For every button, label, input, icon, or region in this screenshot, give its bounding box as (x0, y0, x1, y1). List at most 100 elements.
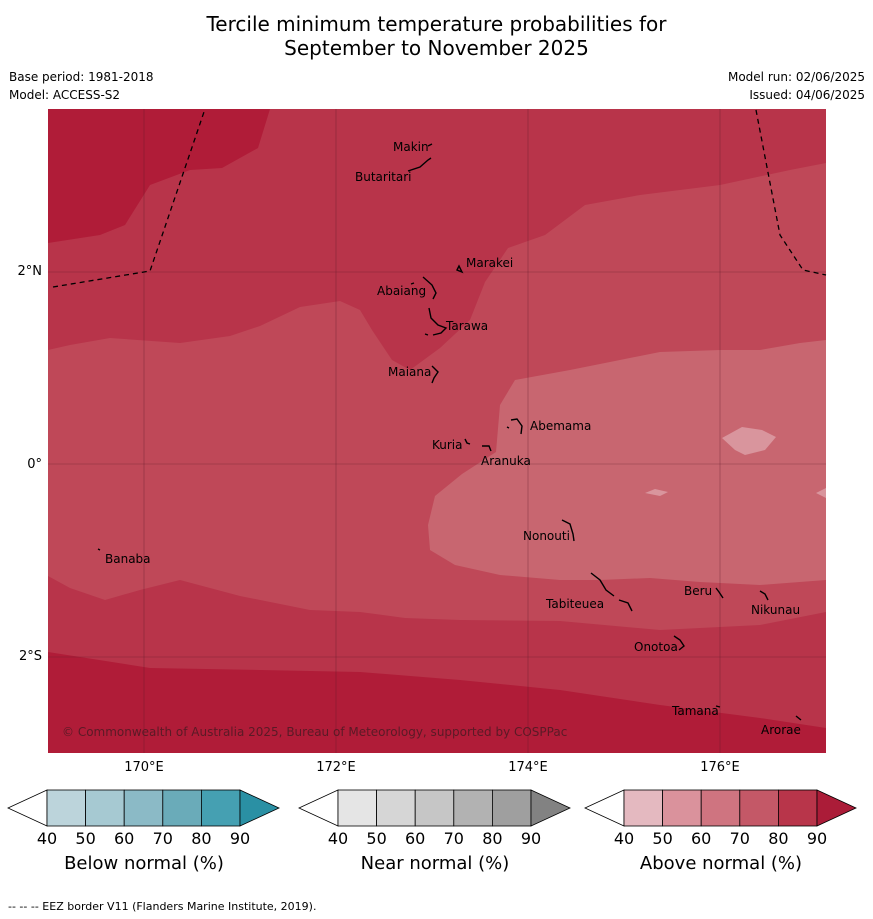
label-arorae: Arorae (761, 723, 801, 737)
label-aranuka: Aranuka (481, 454, 531, 468)
label-beru: Beru (684, 584, 712, 598)
colorbar-tick-label: 80 (768, 829, 789, 848)
colorbar-segment (46, 789, 86, 827)
colorbar-tick-label: 40 (327, 829, 349, 848)
colorbar-title-near: Near normal (%) (360, 853, 510, 874)
model-run: Model run: 02/06/2025 (727, 70, 865, 84)
lon-label-170: 170°E (124, 760, 164, 775)
label-marakei: Marakei (466, 256, 513, 270)
island-butaritari (407, 157, 432, 172)
colorbar-tick-label: 90 (806, 829, 828, 848)
colorbar-tick-label: 50 (75, 829, 96, 848)
eez-border (52, 108, 827, 288)
island-kuria (464, 438, 471, 445)
colorbar-tick-label: 60 (405, 829, 426, 848)
colorbar-extend-high (239, 789, 280, 827)
meta-left: Base period: 1981-2018 Model: ACCESS-S2 (9, 68, 154, 104)
colorbar-tick-label: 90 (520, 829, 542, 848)
colorbar-above (584, 789, 857, 827)
island-arorae (795, 715, 802, 721)
colorbar-segment (123, 789, 164, 827)
colorbar-extend-low (584, 789, 625, 827)
island-nikunau (759, 590, 769, 601)
title-line-1: Tercile minimum temperature probabilitie… (206, 12, 667, 36)
eez-footnote: -- -- -- EEZ border V11 (Flanders Marine… (8, 900, 317, 913)
colorbar-segment (623, 789, 663, 827)
eez-line-east (755, 109, 827, 276)
chart-title: Tercile minimum temperature probabilitie… (0, 12, 873, 60)
island-abaiang (410, 276, 437, 300)
label-maiana: Maiana (388, 365, 431, 379)
field-60-70 (428, 340, 826, 585)
colorbar-segment (491, 789, 532, 827)
colorbar-tick-label: 60 (691, 829, 712, 848)
island-aranuka (482, 445, 492, 452)
colorbar-segment (414, 789, 455, 827)
field-90-bottom (48, 652, 826, 753)
colorbar-near (298, 789, 571, 827)
colorbar-extend-high (530, 789, 571, 827)
island-nonouti (561, 519, 575, 542)
island-onotoa (673, 635, 685, 651)
lon-label-172: 172°E (316, 760, 356, 775)
colorbar-segment (453, 789, 493, 827)
colorbar-segment (337, 789, 377, 827)
colorbar-tick-label: 80 (482, 829, 503, 848)
base-period: Base period: 1981-2018 (9, 70, 154, 84)
island-labels: Makin Butaritari Marakei Abaiang Tarawa … (105, 140, 801, 737)
label-butaritari: Butaritari (355, 170, 412, 184)
label-nonouti: Nonouti (523, 529, 570, 543)
field-50-60-patch-3 (816, 488, 826, 498)
lat-label-0: 0° (27, 457, 42, 472)
island-marakei (456, 264, 464, 274)
colorbar-segment (662, 789, 702, 827)
colorbar-title-above: Above normal (%) (639, 853, 803, 874)
island-makin (427, 143, 433, 147)
model-name: Model: ACCESS-S2 (9, 88, 121, 102)
colorbar-tick-label: 70 (443, 829, 464, 848)
meta-right: Model run: 02/06/2025 Issued: 04/06/2025 (728, 68, 865, 104)
label-nikunau: Nikunau (751, 603, 800, 617)
graticule (48, 109, 826, 753)
colorbar-tick-label: 50 (366, 829, 387, 848)
colorbar-extend-high (816, 789, 857, 827)
island-maiana (431, 365, 439, 384)
lon-label-176: 176°E (700, 760, 740, 775)
lat-label-2n: 2°N (17, 264, 43, 279)
colorbar-tick-label: 90 (229, 829, 251, 848)
copyright-notice: © Commonwealth of Australia 2025, Bureau… (62, 725, 567, 739)
field-90-top-left (48, 109, 270, 243)
title-line-2: September to November 2025 (284, 36, 589, 60)
colorbar-segment (376, 789, 416, 827)
field-50-60-patch-2 (645, 489, 668, 496)
colorbar-tick-label: 50 (652, 829, 673, 848)
colorbar-tick-label: 80 (191, 829, 212, 848)
island-banaba (97, 548, 101, 551)
colorbar-segment (200, 789, 241, 827)
colorbar-extend-low (7, 789, 48, 827)
colorbar-below (7, 789, 280, 827)
issued-date: Issued: 04/06/2025 (749, 88, 865, 102)
colorbar-segment (700, 789, 741, 827)
label-tamana: Tamana (671, 704, 719, 718)
island-tabiteuea (590, 572, 633, 612)
colorbar-extend-low (298, 789, 339, 827)
label-kuria: Kuria (432, 438, 463, 452)
label-tabiteuea: Tabiteuea (545, 597, 604, 611)
colorbar-title-below: Below normal (%) (64, 853, 224, 874)
island-outlines (97, 143, 802, 721)
island-abemama (506, 418, 523, 435)
lon-label-174: 174°E (508, 760, 548, 775)
colorbar-tick-label: 60 (114, 829, 135, 848)
label-abaiang: Abaiang (377, 284, 426, 298)
colorbar-segment (778, 789, 818, 827)
label-abemama: Abemama (530, 419, 591, 433)
colorbar-segment (85, 789, 125, 827)
island-beru (715, 587, 724, 599)
colorbar-segment (162, 789, 202, 827)
label-makin: Makin (393, 140, 429, 154)
colorbar-tick-label: 40 (36, 829, 58, 848)
lat-label-2s: 2°S (18, 649, 42, 664)
